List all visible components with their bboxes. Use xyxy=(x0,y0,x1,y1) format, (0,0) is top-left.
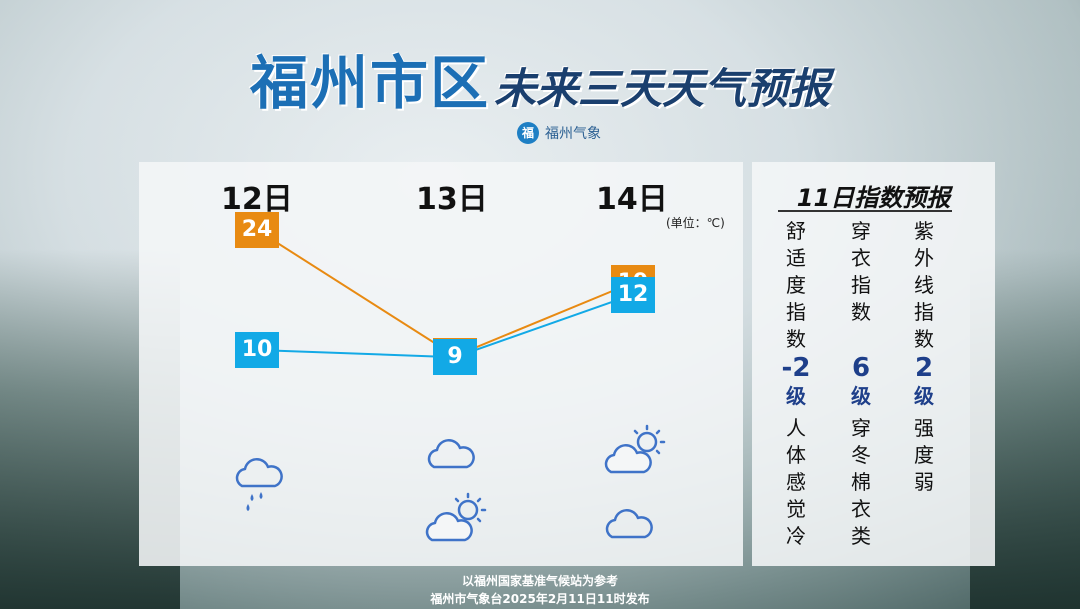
index-name: 穿衣指数 xyxy=(851,219,871,324)
index-name: 紫外线指数 xyxy=(914,219,934,351)
brand-logo-icon: 福 xyxy=(517,122,539,144)
brand-name: 福州气象 xyxy=(545,126,601,142)
unit-label: (单位：℃) xyxy=(666,216,725,230)
index-column: 舒适度指数 -2 级人体感觉冷 xyxy=(778,218,814,550)
low-temp-box: 12 xyxy=(611,276,655,313)
day-label-1: 12日 xyxy=(221,182,293,217)
index-unit: 级 xyxy=(914,384,934,408)
index-panel xyxy=(752,162,995,566)
index-value: -2 xyxy=(781,353,811,383)
day-label-3: 14日 xyxy=(596,182,668,217)
page-title: 福州市区未来三天天气预报 xyxy=(0,36,1080,120)
index-description: 人体感觉冷 xyxy=(786,416,806,548)
index-title: 11日指数预报 xyxy=(796,184,951,212)
title-subtitle: 未来三天天气预报 xyxy=(494,64,831,113)
partly-cloudy-sun-icon xyxy=(604,424,666,474)
low-temp-box: 10 xyxy=(235,332,279,368)
cloud-icon xyxy=(605,509,653,539)
index-description: 穿冬棉衣类 xyxy=(851,416,871,548)
index-description: 强度弱 xyxy=(914,416,934,494)
index-value: 6 xyxy=(851,353,871,383)
index-name: 舒适度指数 xyxy=(786,219,806,351)
partly-cloudy-sun-icon xyxy=(425,492,487,542)
index-value: 2 xyxy=(914,353,934,383)
day-label-2: 13日 xyxy=(416,182,488,217)
index-title-divider xyxy=(778,210,952,212)
footer-reference: 以福州国家基准气候站为参考 xyxy=(461,574,618,588)
low-temp-box: 9 xyxy=(433,339,477,376)
rain-cloud-icon xyxy=(235,458,283,511)
footer-publish-info: 福州市气象台2025年2月11日11时发布 xyxy=(430,592,650,606)
index-unit: 级 xyxy=(851,384,871,408)
index-unit: 级 xyxy=(786,384,806,408)
brand: 福 福州气象 xyxy=(517,122,601,144)
high-temp-box: 24 xyxy=(235,212,279,248)
cloud-icon xyxy=(427,439,475,469)
title-city: 福州市区 xyxy=(249,49,490,117)
